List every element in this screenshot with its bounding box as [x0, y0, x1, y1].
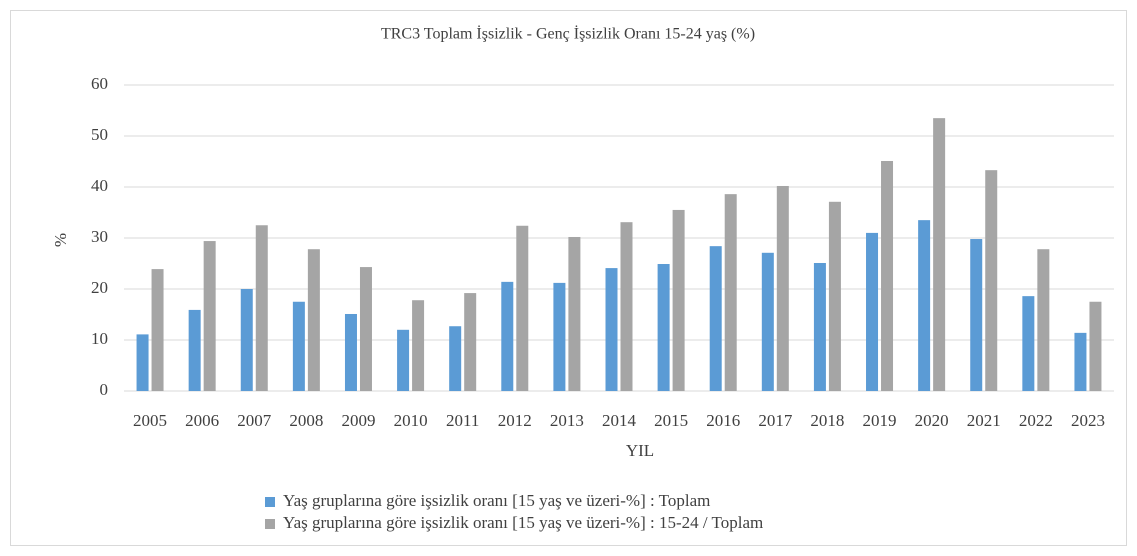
bar: [970, 239, 983, 391]
bar: [359, 267, 372, 391]
x-tick-label: 2007: [237, 411, 272, 430]
bar: [761, 252, 774, 391]
bar: [881, 160, 894, 391]
bar: [672, 209, 685, 391]
bar: [605, 268, 618, 391]
x-tick-label: 2021: [967, 411, 1001, 430]
bar: [776, 185, 789, 391]
bar: [1074, 332, 1087, 391]
bar: [240, 289, 253, 391]
bar: [412, 300, 425, 391]
chart-title: TRC3 Toplam İşsizlik - Genç İşsizlik Ora…: [381, 25, 755, 43]
x-tick-label: 2006: [185, 411, 219, 430]
bar: [501, 281, 514, 391]
bar: [255, 225, 268, 391]
x-tick-label: 2009: [341, 411, 375, 430]
bar: [828, 201, 841, 391]
legend-swatch: [265, 497, 275, 507]
bar: [709, 246, 722, 391]
x-axis-label: YIL: [626, 441, 654, 460]
x-tick-label: 2011: [446, 411, 479, 430]
y-tick-label: 60: [91, 74, 108, 93]
legend-swatch: [265, 519, 275, 529]
x-tick-label: 2023: [1071, 411, 1105, 430]
bar: [568, 236, 581, 391]
x-tick-label: 2017: [758, 411, 793, 430]
bar: [344, 313, 357, 391]
bar: [933, 118, 946, 392]
x-tick-label: 2015: [654, 411, 688, 430]
x-tick-label: 2014: [602, 411, 637, 430]
bar: [449, 326, 462, 391]
bar: [1089, 301, 1102, 391]
bar: [985, 170, 998, 391]
x-tick-label: 2012: [498, 411, 532, 430]
y-axis-label: %: [51, 233, 70, 247]
x-tick-label: 2008: [289, 411, 323, 430]
x-tick-label: 2016: [706, 411, 740, 430]
bar: [813, 262, 826, 391]
bar: [724, 194, 737, 391]
y-tick-label: 0: [100, 380, 109, 399]
bar: [397, 329, 410, 391]
bar: [136, 334, 149, 391]
x-tick-label: 2020: [915, 411, 949, 430]
y-tick-label: 10: [91, 329, 108, 348]
y-tick-label: 50: [91, 125, 108, 144]
bar: [464, 293, 477, 391]
bar: [657, 264, 670, 391]
x-tick-label: 2005: [133, 411, 167, 430]
bar: [516, 225, 529, 391]
y-tick-label: 40: [91, 176, 108, 195]
x-tick-label: 2019: [863, 411, 897, 430]
x-tick-label: 2018: [810, 411, 844, 430]
bar: [1037, 249, 1050, 391]
bar: [620, 222, 633, 391]
bar: [866, 232, 879, 391]
bar: [188, 309, 201, 391]
bar: [151, 269, 164, 391]
bar: [292, 301, 305, 391]
bar: [553, 282, 566, 391]
legend-label: Yaş gruplarına göre işsizlik oranı [15 y…: [283, 513, 763, 532]
bar: [918, 220, 931, 391]
x-tick-label: 2013: [550, 411, 584, 430]
bar: [307, 249, 320, 391]
y-tick-label: 30: [91, 227, 108, 246]
bar: [1022, 296, 1035, 391]
bar: [203, 241, 216, 391]
legend-label: Yaş gruplarına göre işsizlik oranı [15 y…: [283, 491, 710, 510]
y-tick-label: 20: [91, 278, 108, 297]
x-tick-label: 2010: [394, 411, 428, 430]
x-tick-label: 2022: [1019, 411, 1053, 430]
